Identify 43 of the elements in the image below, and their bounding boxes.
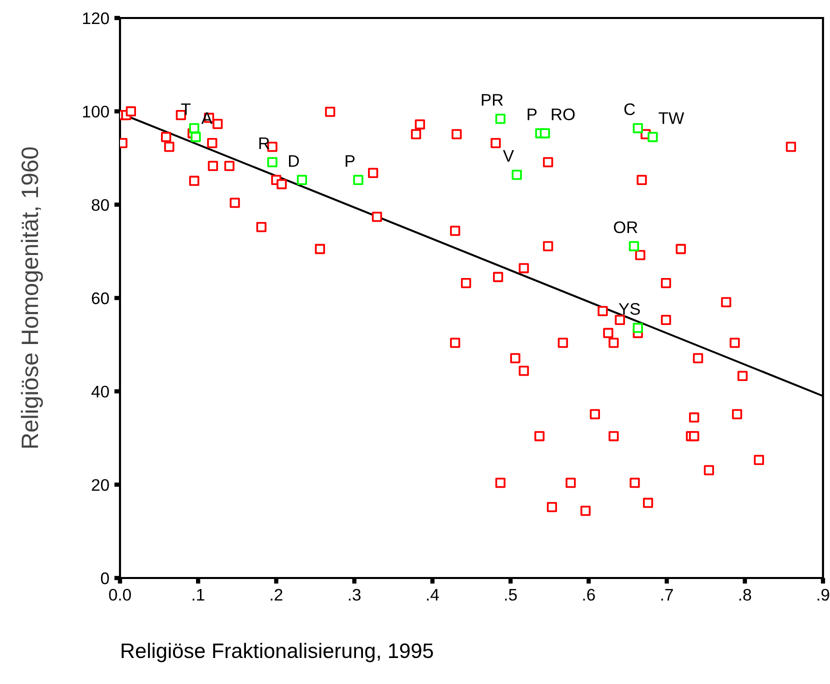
point (648, 132, 658, 142)
annotation: TW (658, 112, 684, 124)
annotation: P (528, 108, 537, 120)
y-axis-title: Religiöse Homogenität, 1960 (20, 147, 43, 448)
annotation: PR (482, 94, 503, 106)
x-tick-label: .4 (427, 589, 439, 600)
x-tick-label: .9 (818, 588, 830, 601)
y-tick-label: 80 (92, 199, 109, 211)
x-tick-label: .2 (270, 588, 282, 600)
point (267, 157, 278, 168)
y-tick-label: 120 (83, 12, 109, 24)
x-tick-label: .1 (192, 589, 204, 600)
x-tick-label: .7 (661, 589, 673, 600)
x-tick-label: 0.0 (109, 588, 131, 601)
point (628, 241, 640, 252)
y-tick-label: 100 (83, 106, 109, 118)
annotation: V (502, 150, 514, 162)
annotation: RO (552, 108, 575, 120)
annotation: C (624, 103, 635, 116)
y-tick-label: 0 (100, 572, 109, 584)
point (512, 170, 522, 180)
point (632, 123, 643, 134)
annotation: P (346, 155, 355, 167)
x-axis-title: Religiöse Fraktionalisierung, 1995 (122, 642, 433, 662)
annotation: OR (614, 221, 638, 234)
x-tick-label: .8 (739, 588, 752, 601)
y-tick-label: 20 (92, 479, 109, 491)
annotation: D (289, 155, 299, 167)
x-tick-label: .6 (583, 588, 595, 601)
point (190, 132, 201, 142)
point (189, 123, 200, 134)
annotation: R (259, 138, 270, 150)
annotation: YS (618, 303, 640, 315)
point (296, 174, 308, 186)
y-tick-label: 40 (91, 386, 109, 398)
point (632, 322, 643, 333)
annotation: T (181, 103, 191, 115)
point (540, 128, 550, 138)
y-tick-label: 60 (92, 292, 109, 304)
x-tick-label: .3 (348, 588, 361, 601)
x-tick-label: .5 (505, 589, 517, 601)
point (495, 114, 506, 124)
point (353, 174, 364, 186)
